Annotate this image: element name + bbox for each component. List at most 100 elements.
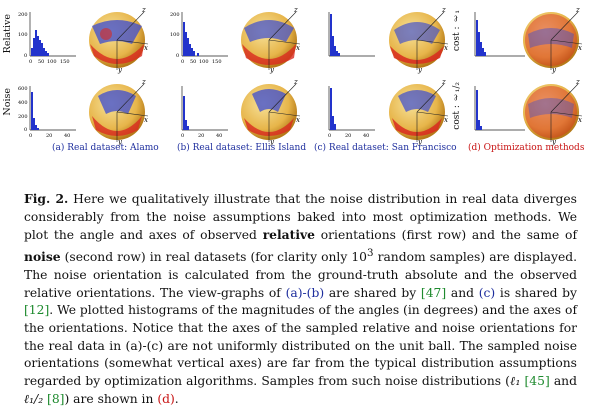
ref-link-c[interactable]: (c) [478, 285, 496, 300]
histogram-noise-a: 600 400 200 0 0 20 40 [18, 86, 76, 139]
sphere-noise-b: z x y [241, 78, 301, 146]
y-tick: 100 [170, 32, 180, 38]
citation-link-47[interactable]: [47] [420, 285, 447, 300]
svg-text:z: z [141, 6, 146, 14]
y-tick: 100 [18, 32, 28, 38]
svg-text:y: y [417, 66, 423, 74]
row-label-noise: Noise [2, 88, 13, 116]
svg-text:y: y [269, 66, 275, 74]
figure-label: Fig. 2. [24, 191, 69, 206]
x-tick: 150 [212, 59, 222, 65]
sphere-relative-b: z x y [241, 6, 301, 74]
histogram-relative-b: 200 100 0 0 50 100 150 [170, 12, 228, 65]
caption-text: and [446, 285, 479, 300]
histogram-cost-l1 [474, 12, 525, 57]
caption-text: Here we qualitatively illustrate that th… [24, 192, 577, 243]
svg-text:x: x [444, 116, 448, 124]
x-tick: 100 [47, 59, 57, 65]
svg-text:z: z [141, 78, 146, 86]
svg-text:x: x [578, 116, 582, 124]
x-tick: 0 [29, 133, 32, 139]
citation-link-45[interactable]: [45] [524, 374, 550, 389]
histogram-bars [476, 20, 486, 56]
x-tick: 40 [363, 133, 369, 139]
caption-text: . [174, 391, 179, 406]
svg-text:z: z [441, 6, 446, 14]
histogram-relative-c [328, 12, 375, 57]
svg-text:x: x [144, 116, 148, 124]
histogram-relative-a: 200 100 0 0 50 100 150 [18, 12, 76, 65]
sphere-cost-l1: z x y [523, 6, 583, 74]
svg-text:x: x [296, 116, 300, 124]
y-tick: 0 [24, 53, 27, 59]
svg-text:y: y [417, 138, 423, 146]
x-tick: 0 [181, 59, 184, 65]
figure-caption: Fig. 2. Here we qualitatively illustrate… [24, 190, 577, 409]
svg-text:y: y [117, 66, 123, 74]
y-tick: 200 [18, 12, 28, 18]
histogram-bars [31, 30, 49, 56]
caption-text: are shared by [324, 285, 421, 300]
histogram-bars [330, 88, 336, 130]
x-tick: 150 [60, 59, 70, 65]
x-tick: 0 [29, 59, 32, 65]
svg-text:y: y [551, 138, 557, 146]
x-tick: 0 [181, 133, 184, 139]
x-tick: 40 [64, 133, 70, 139]
caption-bold: noise [24, 249, 61, 265]
svg-text:x: x [578, 44, 582, 52]
x-tick: 100 [199, 59, 209, 65]
svg-text:y: y [117, 138, 123, 146]
histogram-bars [31, 92, 39, 130]
subfigure-caption-c: (c) Real dataset: San Francisco [314, 143, 457, 153]
subfigure-caption-a: (a) Real dataset: Alamo [52, 143, 159, 153]
x-tick: 20 [345, 133, 351, 139]
row-label-relative: Relative [2, 14, 13, 54]
sphere-noise-c: z x y [389, 78, 449, 146]
caption-superscript: 3 [366, 247, 374, 260]
ref-link-d[interactable]: (d) [157, 391, 175, 406]
figure-panel: Relative Noise 200 100 0 0 50 100 150 20… [0, 0, 600, 160]
svg-text:z: z [293, 6, 298, 14]
svg-text:x: x [296, 44, 300, 52]
x-tick: 20 [46, 133, 52, 139]
caption-text: random samples) are displayed. The noise… [24, 250, 578, 300]
svg-text:x: x [444, 44, 448, 52]
caption-bold: relative [262, 227, 315, 243]
histogram-bars [476, 90, 482, 130]
y-tick: 600 [18, 86, 28, 92]
y-tick: 400 [18, 100, 28, 106]
x-tick: 20 [198, 133, 204, 139]
histogram-noise-c: 0 20 40 [328, 86, 375, 139]
caption-text: . We plotted histograms of the magnitude… [24, 303, 577, 389]
caption-text: ) are shown in [64, 391, 158, 406]
citation-link-8[interactable]: [8] [47, 391, 65, 406]
citation-link-12[interactable]: [12] [24, 303, 50, 318]
svg-text:x: x [144, 44, 148, 52]
y-tick: 0 [176, 53, 179, 59]
histogram-cost-lhalf [474, 86, 525, 131]
y-tick: 200 [170, 12, 180, 18]
x-tick: 50 [190, 59, 196, 65]
svg-text:z: z [441, 78, 446, 86]
svg-text:y: y [269, 138, 275, 146]
x-tick: 50 [38, 59, 44, 65]
subfigure-caption-d: (d) Optimization methods [468, 143, 585, 153]
sphere-cost-lhalf: z x y [523, 78, 583, 146]
x-tick: 40 [216, 133, 222, 139]
cost-label-l1: cost : ℓ₁ [452, 10, 462, 52]
svg-text:z: z [575, 6, 580, 14]
caption-text: and [549, 374, 577, 389]
histogram-bars [183, 22, 199, 56]
ref-link-a-b[interactable]: (a)-(b) [285, 285, 325, 300]
histogram-noise-b: 0 20 40 [181, 86, 228, 139]
sphere-relative-c: z x y [389, 6, 449, 74]
caption-text: orientations (first row) and the same of [314, 228, 577, 243]
y-tick: 0 [24, 127, 27, 133]
caption-text: is shared by [495, 285, 577, 300]
histogram-bars [183, 96, 189, 130]
y-tick: 200 [18, 114, 28, 120]
sphere-relative-a: z x y [89, 6, 149, 74]
math-l1: ℓ₁ [509, 374, 521, 389]
sphere-noise-a: z x y [89, 78, 149, 146]
